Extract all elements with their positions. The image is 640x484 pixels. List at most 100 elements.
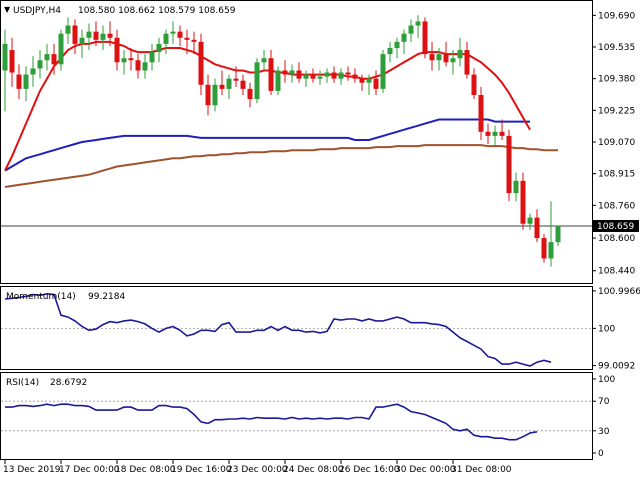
candle-body: [16, 74, 22, 89]
candle-body: [471, 74, 477, 95]
candle-body: [317, 76, 323, 79]
candle-body: [23, 74, 29, 89]
momentum-tick-label: 99.0092: [598, 362, 635, 372]
candle-body: [548, 242, 554, 259]
candle-body: [205, 84, 211, 106]
momentum-title: Momentum(14): [6, 292, 76, 302]
momentum-line: [4, 292, 552, 367]
candle-body: [170, 31, 176, 34]
candle-body: [555, 225, 561, 243]
candle-body: [289, 70, 295, 75]
momentum-indicator: 100.9966 100 99.0092: [1, 287, 640, 372]
time-tick-label: 23 Dec 00:00: [227, 465, 288, 475]
time-tick-label: 18 Dec 08:00: [115, 465, 176, 475]
sma-fast-line: [4, 40, 531, 172]
momentum-value: 99.2184: [88, 292, 125, 302]
candle-body: [226, 78, 232, 89]
candle-body: [541, 238, 547, 259]
candle-body: [44, 54, 50, 61]
candle-body: [184, 37, 190, 40]
price-tick-label: 108.440: [598, 267, 635, 277]
chart-symbol: USDJPY,H4: [13, 6, 61, 16]
price-tick-label: 109.070: [598, 138, 635, 148]
candle-body: [107, 33, 113, 38]
candle-body: [282, 70, 288, 75]
candles: [2, 15, 561, 267]
candle-body: [499, 131, 505, 136]
moving-averages: [4, 40, 558, 188]
candle-body: [408, 25, 414, 34]
rsi-title: RSI(14): [6, 378, 39, 388]
candle-body: [331, 72, 337, 79]
candle-body: [198, 41, 204, 85]
time-tick-label: 31 Dec 08:00: [451, 465, 512, 475]
rsi-tick-label: 30: [598, 427, 610, 437]
candle-body: [436, 54, 442, 61]
candle-body: [324, 72, 330, 77]
current-price-box: [593, 219, 639, 232]
candle-body: [30, 68, 36, 75]
time-tick-label: 26 Dec 16:00: [339, 465, 400, 475]
candle-body: [352, 74, 358, 79]
candle-body: [121, 58, 127, 63]
rsi-line: [5, 403, 538, 441]
candle-body: [422, 21, 428, 55]
candle-body: [219, 84, 225, 89]
candle-body: [156, 43, 162, 53]
current-price-label: 108.659: [597, 222, 634, 232]
candle-body: [464, 50, 470, 75]
candle-body: [520, 180, 526, 224]
time-tick-label: 13 Dec 2019: [3, 465, 61, 475]
candle-body: [233, 78, 239, 81]
candle-body: [415, 21, 421, 26]
price-tick-label: 108.760: [598, 201, 635, 211]
candle-body: [191, 39, 197, 42]
candle-body: [177, 31, 183, 38]
candle-body: [296, 70, 302, 79]
rsi-tick-label: 0: [598, 449, 604, 459]
candle-body: [387, 48, 393, 55]
candle-body: [485, 131, 491, 136]
price-tick-label: 109.380: [598, 75, 635, 85]
candle-body: [359, 78, 365, 83]
chart-ohlc: 108.580 108.662 108.579 108.659: [78, 6, 236, 16]
momentum-tick-label: 100: [598, 324, 615, 334]
time-tick-label: 24 Dec 08:00: [283, 465, 344, 475]
rsi-value: 28.6792: [50, 378, 87, 388]
candle-body: [275, 70, 281, 91]
candle-body: [37, 60, 43, 69]
candle-body: [128, 58, 134, 61]
candle-body: [380, 54, 386, 89]
rsi-panel-frame: [0, 372, 593, 460]
candle-body: [457, 50, 463, 59]
candle-body: [534, 217, 540, 239]
candle-body: [254, 62, 260, 100]
candle-body: [212, 84, 218, 106]
candle-body: [93, 31, 99, 40]
collapse-triangle-icon[interactable]: ▼: [4, 5, 11, 14]
candle-body: [506, 135, 512, 194]
price-tick-label: 109.535: [598, 43, 635, 53]
time-tick-label: 30 Dec 00:00: [395, 465, 456, 475]
candle-body: [100, 33, 106, 40]
candle-body: [401, 33, 407, 42]
price-tick-label: 109.690: [598, 11, 635, 21]
candle-body: [58, 33, 64, 65]
candle-body: [2, 43, 8, 71]
candle-body: [51, 54, 57, 65]
candle-body: [527, 217, 533, 224]
candle-body: [142, 62, 148, 71]
rsi-indicator: 100 70 30 0: [1, 375, 615, 459]
rsi-tick-label: 70: [598, 397, 610, 407]
candle-body: [450, 58, 456, 63]
candle-body: [114, 37, 120, 63]
sma-mid-line: [4, 118, 530, 172]
candle-body: [345, 72, 351, 75]
candle-body: [79, 37, 85, 44]
candle-body: [443, 54, 449, 63]
price-tick-label: 108.915: [598, 170, 635, 180]
candle-body: [373, 78, 379, 89]
time-tick-label: 19 Dec 16:00: [171, 465, 232, 475]
